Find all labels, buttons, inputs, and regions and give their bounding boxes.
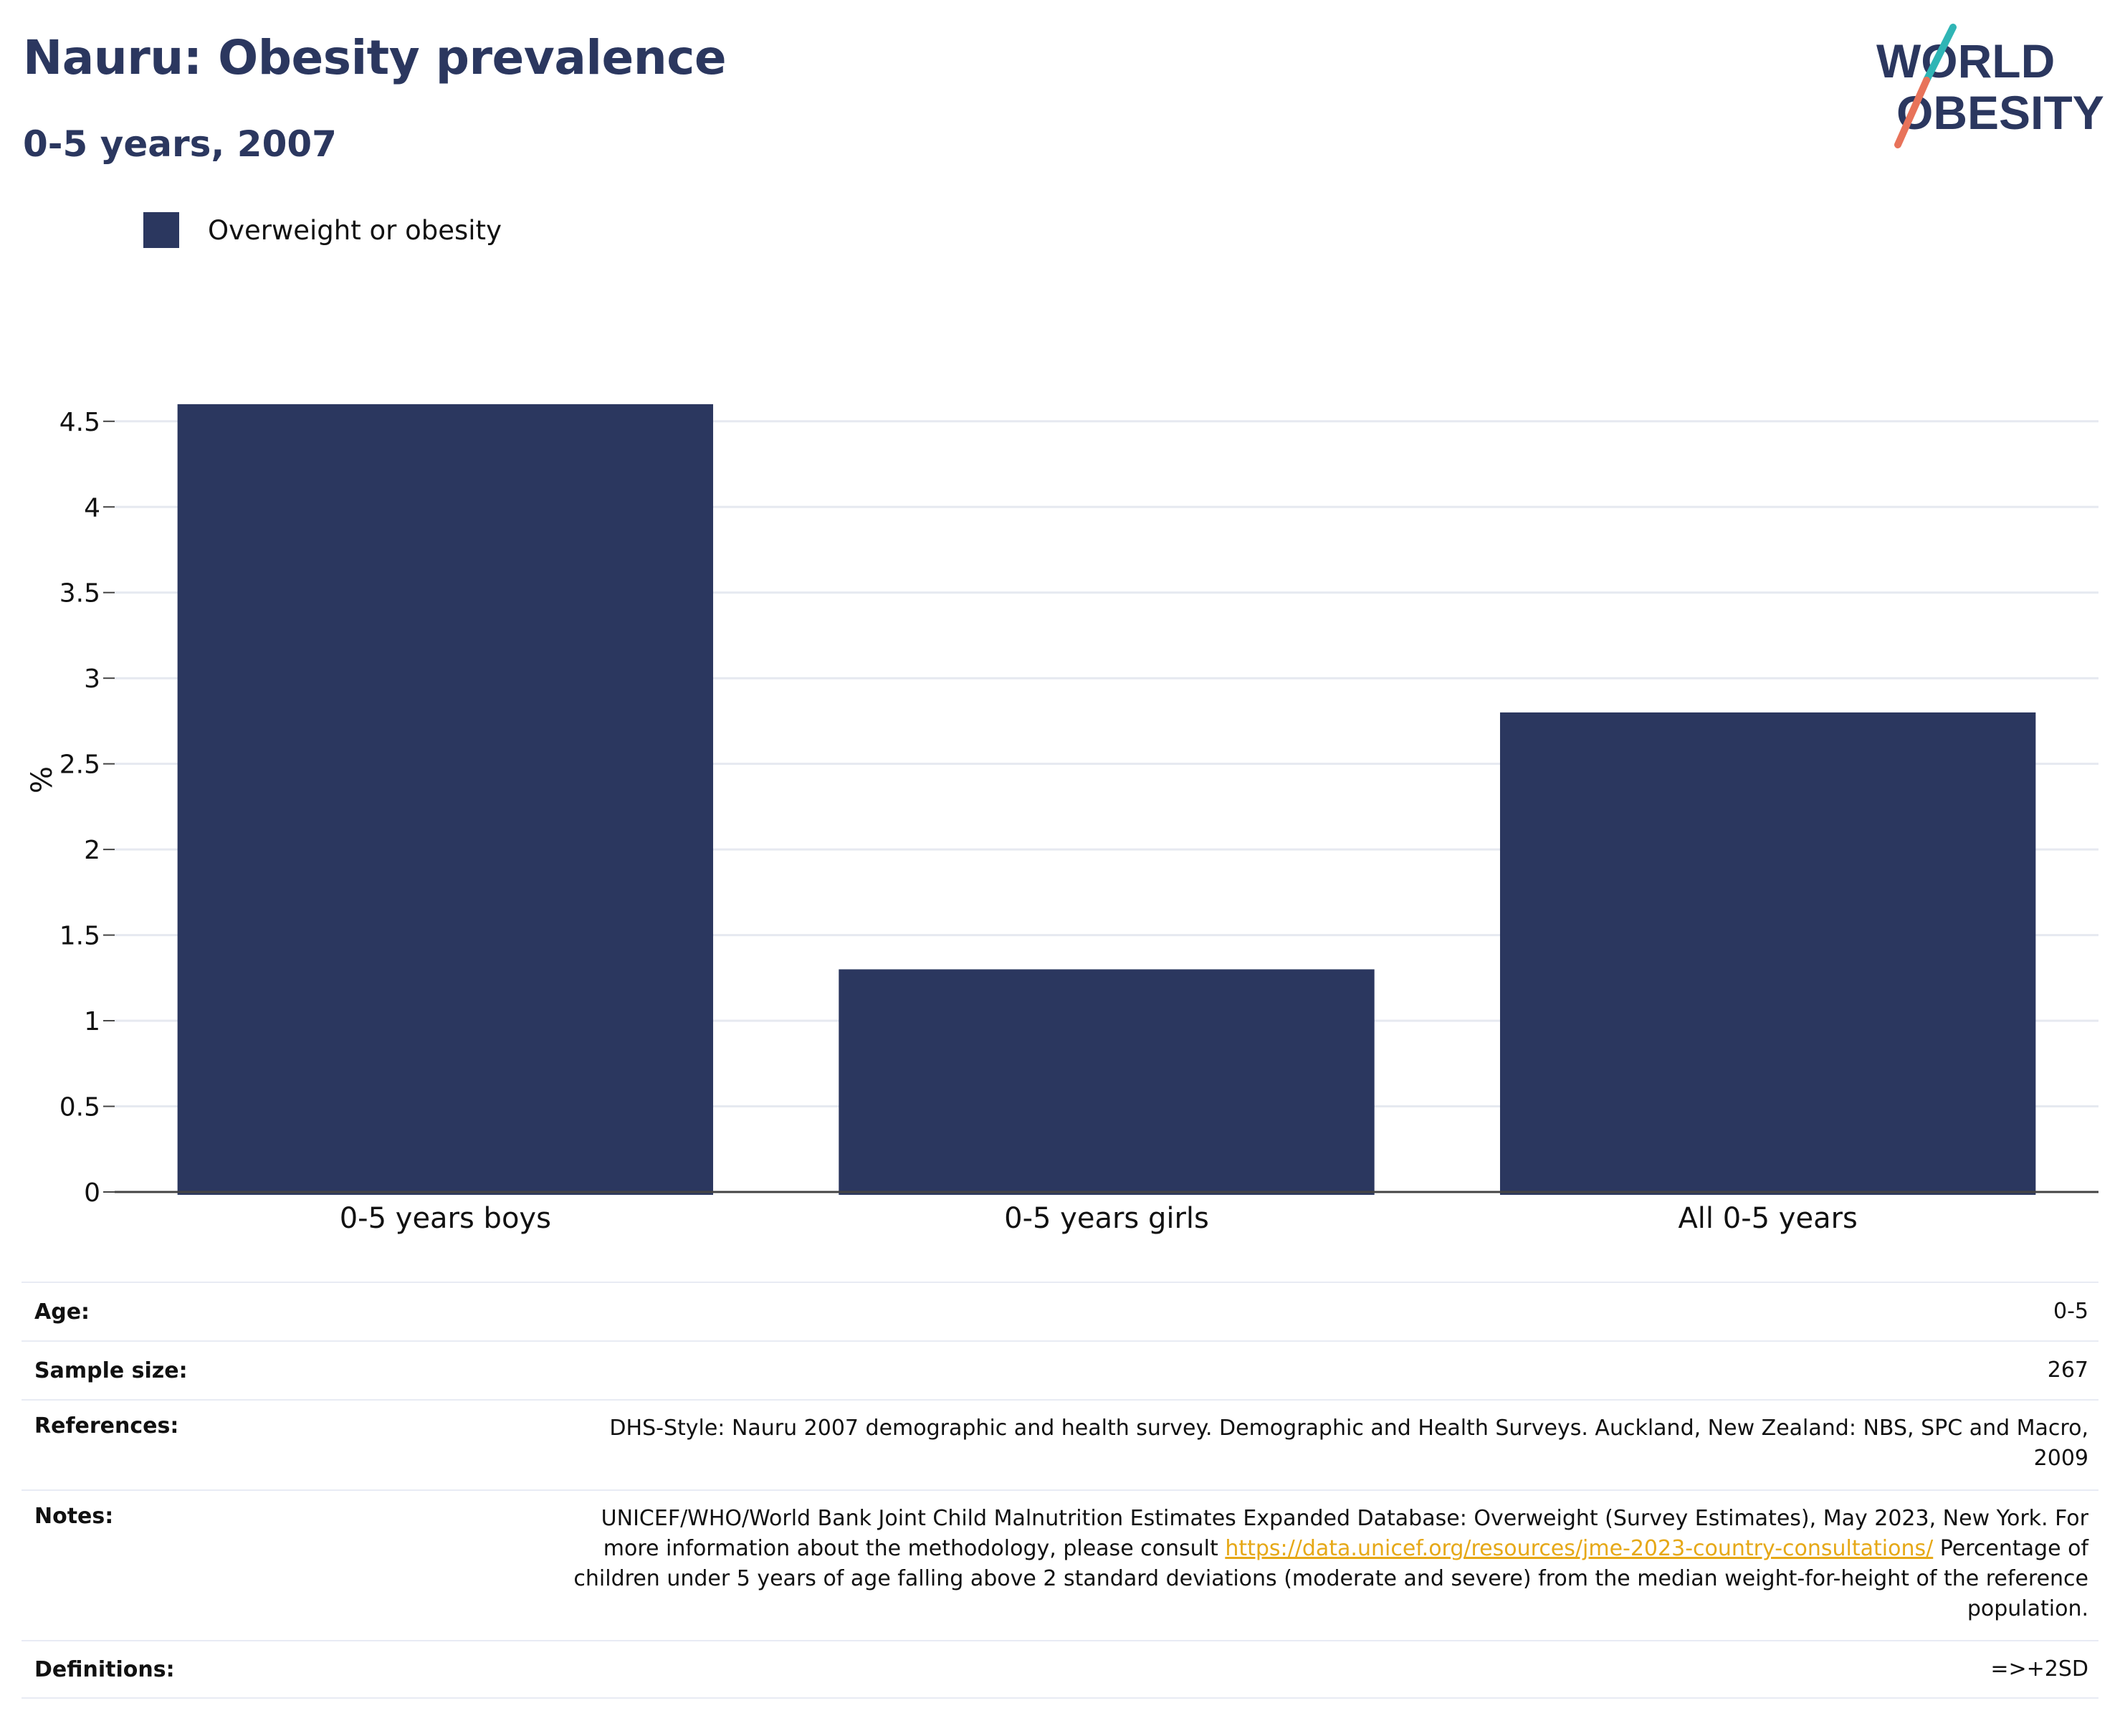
info-row-definitions: Definitions: =>+2SD [22, 1640, 2098, 1699]
legend-label: Overweight or obesity [208, 214, 502, 246]
y-tick-label: 2.5 [59, 750, 100, 780]
age-value: 0-5 [2053, 1299, 2088, 1324]
logo-line2: OBESITY [1896, 86, 2104, 139]
sample-size-label: Sample size: [34, 1358, 188, 1383]
y-tick-label: 1.5 [59, 922, 100, 951]
bars [177, 404, 2036, 1196]
info-row-notes: Notes: UNICEF/WHO/World Bank Joint Child… [22, 1489, 2098, 1640]
notes-label: Notes: [34, 1504, 114, 1529]
info-row-age: Age: 0-5 [22, 1282, 2098, 1340]
bar [839, 969, 1375, 1195]
y-tick-label: 3 [84, 664, 100, 694]
bar-chart: 0 0.5 1 1.5 2 2.5 3 3.5 4 4.5 0-5 years boys 0-5 ye… [26, 404, 2098, 1235]
info-row-sample-size: Sample size: 267 [22, 1340, 2098, 1399]
info-row-references: References: DHS-Style: Nauru 2007 demogr… [22, 1399, 2098, 1489]
logo-slash-teal [1923, 24, 1957, 84]
page-subtitle: 0-5 years, 2007 [23, 123, 337, 165]
definitions-label: Definitions: [34, 1656, 175, 1682]
y-tick-label: 0 [84, 1178, 100, 1208]
references-value: DHS-Style: Nauru 2007 demographic and he… [609, 1416, 2088, 1471]
x-tick-label: 0-5 years boys [340, 1202, 551, 1235]
logo-line1: WORLD [1876, 34, 2055, 87]
notes-value: UNICEF/WHO/World Bank Joint Child Malnut… [569, 1504, 2098, 1640]
chart-legend: Overweight or obesity [143, 212, 502, 248]
y-tick-label: 0.5 [59, 1093, 100, 1122]
y-tick-label: 4.5 [59, 408, 100, 437]
bar [177, 404, 714, 1196]
y-tick-label: 4 [84, 493, 100, 523]
y-axis-label: % [26, 766, 59, 793]
notes-text-after: Percentage of children under 5 years of … [573, 1536, 2088, 1621]
age-label: Age: [34, 1299, 90, 1325]
notes-text: UNICEF/WHO/World Bank Joint Child Malnut… [601, 1506, 2088, 1561]
definitions-value: =>+2SD [1990, 1656, 2088, 1682]
x-tick-label: All 0-5 years [1678, 1202, 1857, 1235]
page-title: Nauru: Obesity prevalence [23, 30, 727, 85]
y-tick-label: 1 [84, 1007, 100, 1036]
world-obesity-logo: WORLD OBESITY [1876, 24, 2104, 148]
bar [1499, 712, 2036, 1195]
legend-swatch [143, 212, 179, 248]
sample-size-value: 267 [2047, 1358, 2088, 1383]
notes-link[interactable]: https://data.unicef.org/resources/jme-20… [1225, 1536, 1934, 1561]
info-table: Age: 0-5 Sample size: 267 References: DH… [22, 1282, 2098, 1699]
x-tick-label: 0-5 years girls [1004, 1202, 1209, 1235]
axes: 0 0.5 1 1.5 2 2.5 3 3.5 4 4.5 0-5 years boys 0-5 ye… [59, 408, 2098, 1235]
logo-slash-coral [1894, 77, 1930, 148]
y-tick-label: 3.5 [59, 579, 100, 609]
references-label: References: [34, 1413, 179, 1439]
y-tick-label: 2 [84, 836, 100, 865]
